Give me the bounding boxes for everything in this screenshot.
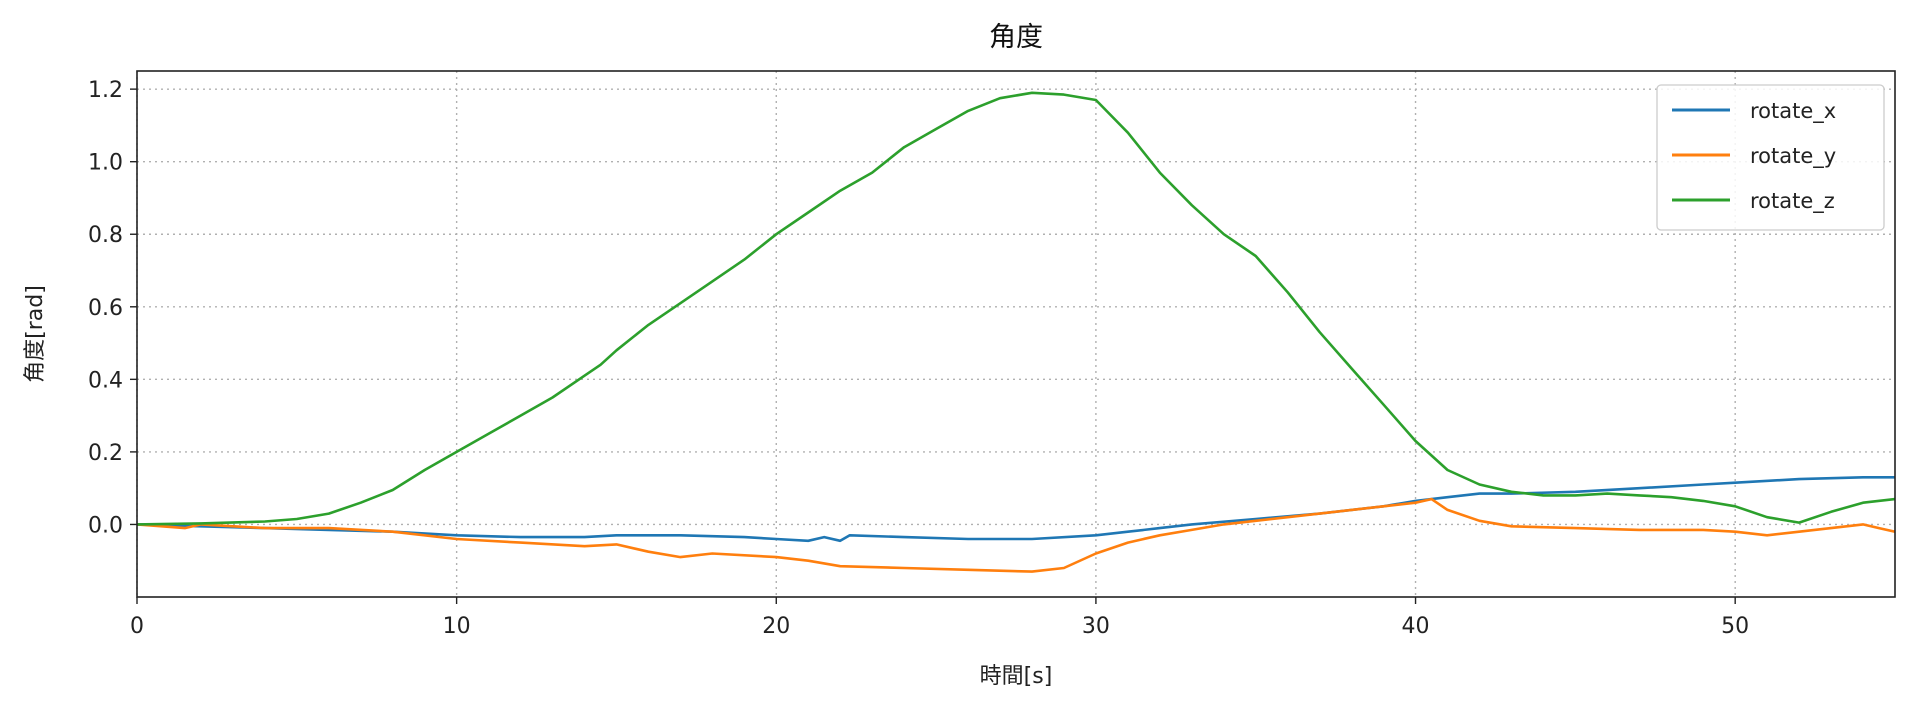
legend-label: rotate_z (1750, 189, 1835, 214)
x-tick-label: 40 (1402, 614, 1430, 639)
x-axis-ticks: 0 10 20 30 40 50 (130, 597, 1749, 639)
y-tick-label: 0.4 (88, 368, 123, 393)
legend-entry: rotate_x (1672, 99, 1836, 124)
legend-entries: rotate_x rotate_y rotate_z (1672, 99, 1836, 214)
plot-frame (136, 70, 1896, 598)
series-layer (137, 91, 1895, 573)
y-tick-label: 0.8 (88, 223, 123, 248)
chart-title: 角度 (989, 22, 1043, 53)
legend-entry: rotate_z (1672, 189, 1835, 214)
legend: rotate_x rotate_y rotate_z (1656, 84, 1885, 231)
series-line-rotate-y (137, 497, 1895, 573)
x-tick-label: 0 (130, 614, 144, 639)
y-tick-label: 0.2 (88, 441, 123, 466)
y-tick-label: 1.2 (88, 78, 123, 103)
series-line-rotate-z (137, 91, 1895, 526)
y-tick-label: 0.6 (88, 296, 123, 321)
y-tick-label: 0.0 (88, 513, 123, 538)
grid (136, 71, 1895, 597)
series-line-rotate-x (137, 476, 1895, 543)
y-tick-label: 1.0 (88, 151, 123, 176)
legend-label: rotate_y (1750, 144, 1836, 169)
legend-label: rotate_x (1750, 99, 1836, 124)
x-tick-label: 50 (1721, 614, 1749, 639)
x-tick-label: 20 (762, 614, 790, 639)
legend-box (1656, 84, 1885, 231)
x-tick-label: 10 (443, 614, 471, 639)
x-tick-label: 30 (1082, 614, 1110, 639)
y-axis-label: 角度[rad] (23, 285, 48, 383)
x-axis-label: 時間[s] (980, 664, 1053, 689)
y-axis-ticks: 0.0 0.2 0.4 0.6 0.8 1.0 1.2 (88, 78, 137, 538)
legend-entry: rotate_y (1672, 144, 1836, 169)
